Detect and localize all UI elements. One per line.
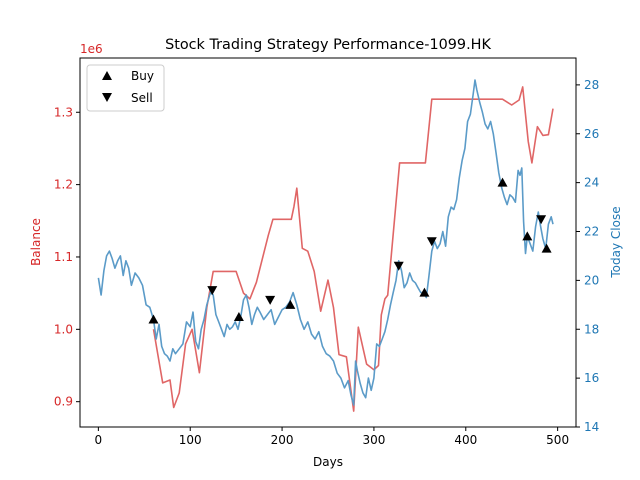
sell-marker <box>207 286 218 296</box>
right-y-tick-label: 14 <box>584 420 599 434</box>
sell-marker <box>426 237 437 247</box>
x-tick-label: 0 <box>95 433 103 447</box>
x-axis: 0 100 200 300 400 500 <box>95 427 569 447</box>
buy-marker <box>233 312 244 322</box>
plot-frame <box>79 57 577 428</box>
today-close-line <box>97 79 554 406</box>
right-y-tick-label: 20 <box>584 273 599 287</box>
right-y-tick-label: 26 <box>584 127 599 141</box>
buy-marker <box>285 299 296 309</box>
legend: Buy Sell <box>86 64 165 112</box>
series-layer <box>97 79 554 412</box>
left-y-tick-label: 1.2 <box>54 178 73 192</box>
sell-marker <box>536 215 547 225</box>
buy-marker <box>541 243 552 253</box>
right-y-tick-label: 18 <box>584 322 599 336</box>
left-axis-label: Balance <box>29 218 43 266</box>
left-y-tick-label: 1.0 <box>54 322 73 336</box>
right-y-tick-label: 24 <box>584 176 599 190</box>
buy-marker <box>419 287 430 297</box>
right-y-tick-label: 16 <box>584 371 599 385</box>
x-tick-label: 400 <box>454 433 477 447</box>
legend-sell-label: Sell <box>131 91 153 105</box>
left-y-tick-label: 1.3 <box>54 105 73 119</box>
buy-marker <box>497 177 508 187</box>
legend-buy-label: Buy <box>131 69 154 83</box>
left-y-axis: 0.9 1.0 1.1 1.2 1.3 <box>54 105 80 409</box>
x-axis-label: Days <box>313 455 343 469</box>
chart-title: Stock Trading Strategy Performance-1099.… <box>165 37 491 53</box>
left-y-tick-label: 1.1 <box>54 250 73 264</box>
right-y-axis: 14 16 18 20 22 24 26 28 <box>576 78 599 434</box>
legend-buy-marker-icon <box>102 71 112 80</box>
x-tick-label: 300 <box>362 433 385 447</box>
sell-marker <box>393 261 404 271</box>
buy-marker <box>522 231 533 241</box>
sell-marker <box>265 295 276 305</box>
right-y-tick-label: 22 <box>584 225 599 239</box>
right-y-tick-label: 28 <box>584 78 599 92</box>
x-tick-label: 200 <box>271 433 294 447</box>
right-axis-label: Today Close <box>609 206 623 278</box>
legend-sell-marker-icon <box>102 93 112 102</box>
x-tick-label: 100 <box>179 433 202 447</box>
balance-line <box>152 86 554 412</box>
x-tick-label: 500 <box>546 433 569 447</box>
signal-markers <box>148 177 552 324</box>
buy-marker <box>148 314 159 324</box>
left-axis-multiplier: 1e6 <box>80 42 103 56</box>
left-y-tick-label: 0.9 <box>54 395 73 409</box>
